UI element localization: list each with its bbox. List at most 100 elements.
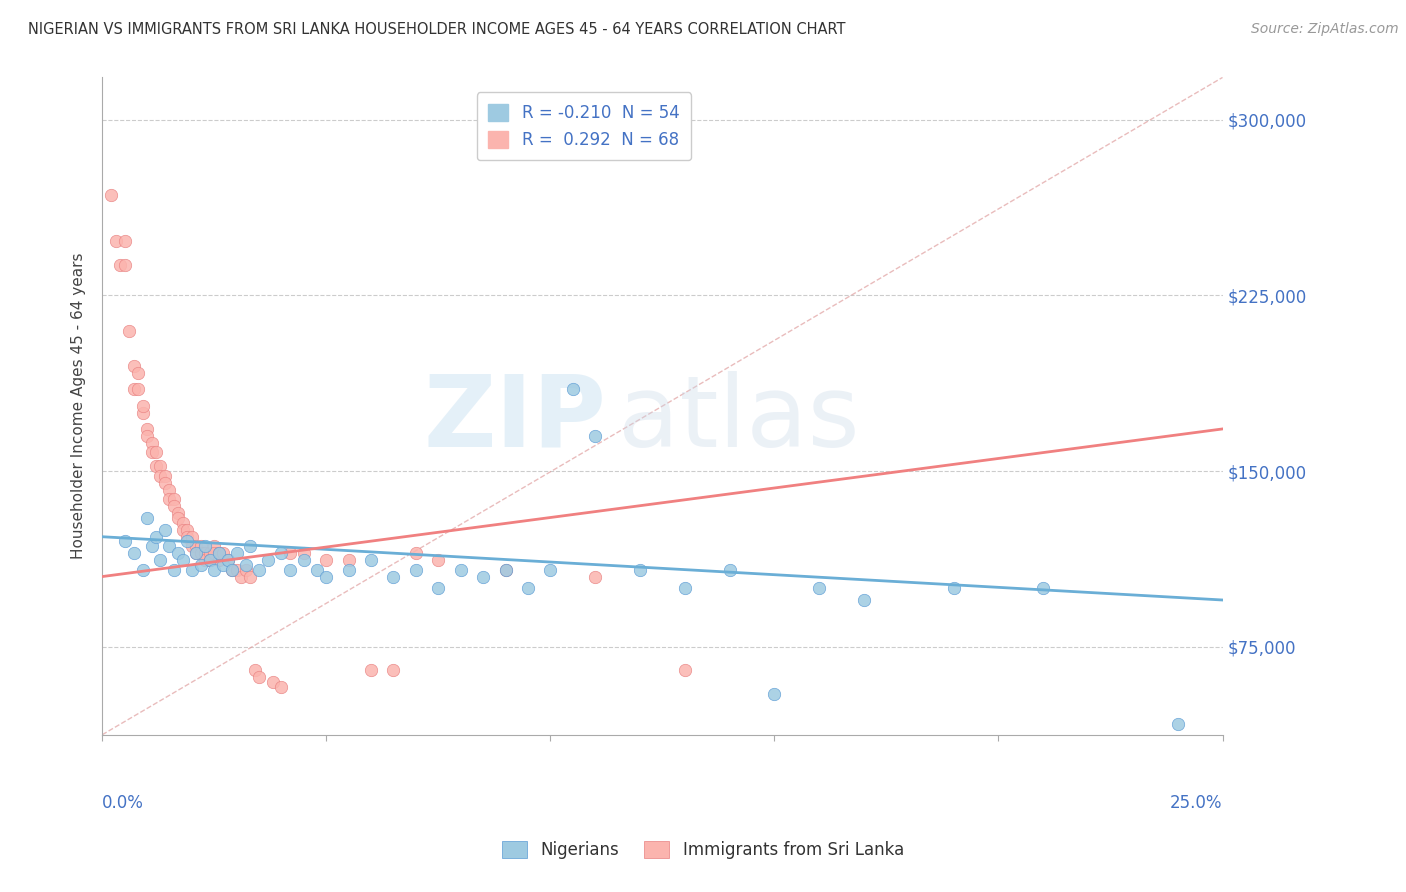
Point: [292, 553, 315, 567]
Point: [208, 546, 231, 560]
Point: [208, 553, 231, 567]
Legend: Nigerians, Immigrants from Sri Lanka: Nigerians, Immigrants from Sri Lanka: [495, 834, 911, 866]
Point: [337, 562, 360, 576]
Point: [221, 562, 243, 576]
Point: [942, 582, 965, 596]
Point: [382, 569, 405, 583]
Point: [114, 258, 136, 272]
Point: [235, 558, 257, 572]
Point: [145, 459, 167, 474]
Point: [163, 492, 186, 507]
Text: ZIP: ZIP: [423, 371, 606, 467]
Point: [239, 539, 262, 553]
Point: [118, 324, 141, 338]
Point: [280, 562, 302, 576]
Point: [225, 562, 247, 576]
Point: [202, 562, 225, 576]
Text: 0.0%: 0.0%: [103, 794, 143, 812]
Point: [427, 582, 450, 596]
Point: [718, 562, 741, 576]
Point: [159, 492, 181, 507]
Point: [628, 562, 651, 576]
Point: [853, 593, 876, 607]
Point: [190, 539, 212, 553]
Point: [1167, 717, 1189, 731]
Point: [153, 475, 176, 490]
Text: NIGERIAN VS IMMIGRANTS FROM SRI LANKA HOUSEHOLDER INCOME AGES 45 - 64 YEARS CORR: NIGERIAN VS IMMIGRANTS FROM SRI LANKA HO…: [28, 22, 845, 37]
Point: [538, 562, 561, 576]
Point: [221, 562, 243, 576]
Point: [198, 546, 221, 560]
Point: [198, 553, 221, 567]
Point: [141, 436, 163, 450]
Point: [180, 530, 202, 544]
Point: [382, 663, 405, 677]
Point: [231, 569, 253, 583]
Point: [167, 511, 190, 525]
Point: [186, 546, 208, 560]
Point: [145, 530, 167, 544]
Point: [141, 445, 163, 459]
Point: [176, 523, 198, 537]
Point: [202, 546, 225, 560]
Point: [194, 553, 217, 567]
Point: [405, 562, 427, 576]
Point: [270, 680, 292, 694]
Point: [122, 382, 145, 396]
Point: [186, 539, 208, 553]
Point: [583, 429, 606, 443]
Text: 25.0%: 25.0%: [1170, 794, 1223, 812]
Point: [136, 422, 159, 436]
Point: [202, 539, 225, 553]
Point: [472, 569, 495, 583]
Legend: R = -0.210  N = 54, R =  0.292  N = 68: R = -0.210 N = 54, R = 0.292 N = 68: [477, 93, 692, 161]
Point: [243, 663, 266, 677]
Point: [217, 553, 239, 567]
Point: [194, 546, 217, 560]
Point: [186, 546, 208, 560]
Point: [122, 359, 145, 373]
Point: [149, 553, 172, 567]
Point: [337, 553, 360, 567]
Point: [141, 539, 163, 553]
Point: [145, 445, 167, 459]
Point: [808, 582, 831, 596]
Point: [217, 553, 239, 567]
Point: [122, 546, 145, 560]
Point: [159, 483, 181, 497]
Text: atlas: atlas: [617, 371, 859, 467]
Y-axis label: Householder Income Ages 45 - 64 years: Householder Income Ages 45 - 64 years: [72, 252, 86, 559]
Point: [427, 553, 450, 567]
Point: [280, 546, 302, 560]
Point: [495, 562, 517, 576]
Point: [495, 562, 517, 576]
Point: [673, 663, 696, 677]
Point: [180, 562, 202, 576]
Point: [315, 569, 337, 583]
Point: [1032, 582, 1054, 596]
Point: [516, 582, 538, 596]
Point: [114, 235, 136, 249]
Point: [235, 562, 257, 576]
Point: [257, 553, 280, 567]
Point: [163, 562, 186, 576]
Point: [239, 569, 262, 583]
Point: [153, 468, 176, 483]
Point: [190, 558, 212, 572]
Point: [212, 546, 235, 560]
Point: [131, 562, 153, 576]
Point: [405, 546, 427, 560]
Point: [360, 553, 382, 567]
Point: [167, 546, 190, 560]
Point: [190, 546, 212, 560]
Point: [307, 562, 329, 576]
Point: [172, 523, 194, 537]
Point: [212, 558, 235, 572]
Point: [149, 468, 172, 483]
Point: [136, 429, 159, 443]
Point: [127, 382, 149, 396]
Point: [159, 539, 181, 553]
Point: [198, 553, 221, 567]
Point: [100, 187, 122, 202]
Point: [176, 530, 198, 544]
